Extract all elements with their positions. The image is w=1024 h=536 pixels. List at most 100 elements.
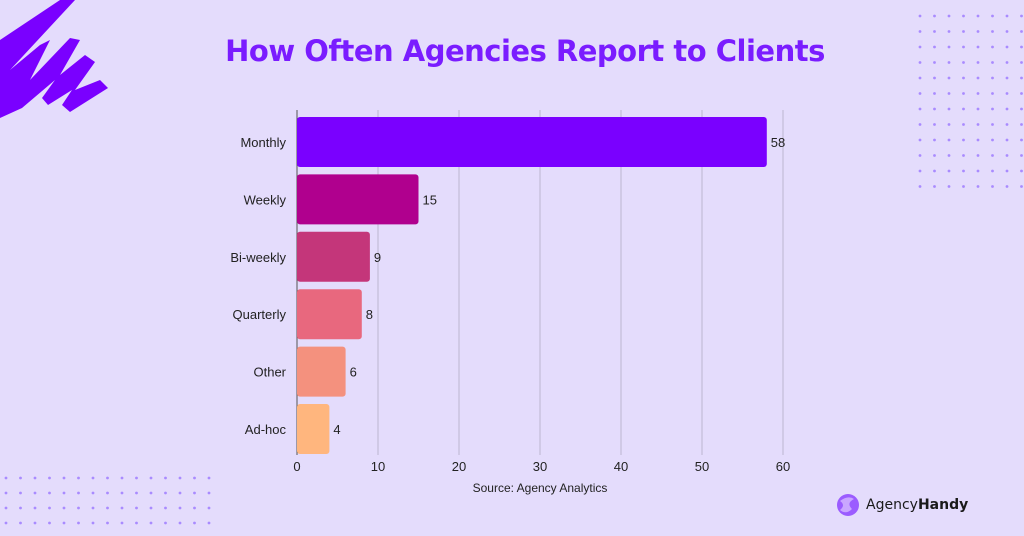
dot xyxy=(164,476,167,480)
dot xyxy=(962,107,965,111)
dot xyxy=(918,138,922,142)
dot xyxy=(918,185,922,188)
dot xyxy=(178,506,182,510)
dot xyxy=(933,185,936,188)
category-label: Weekly xyxy=(244,192,287,207)
x-tick-label: 0 xyxy=(293,459,300,474)
x-tick-label: 30 xyxy=(533,459,547,474)
dot xyxy=(947,107,951,111)
dot xyxy=(62,476,66,480)
dot xyxy=(1005,138,1009,142)
dot xyxy=(19,491,22,495)
dot xyxy=(947,14,951,18)
dot xyxy=(91,521,95,525)
dot xyxy=(62,491,66,495)
dot xyxy=(976,45,980,49)
dot xyxy=(120,491,124,495)
dot xyxy=(1020,45,1023,49)
dot xyxy=(947,92,951,95)
dot xyxy=(947,185,951,188)
dot xyxy=(947,169,951,173)
dot xyxy=(1005,123,1009,126)
dot xyxy=(106,521,109,525)
dot xyxy=(918,61,922,64)
dot xyxy=(933,138,936,142)
dot xyxy=(933,30,936,33)
dot xyxy=(1005,14,1009,18)
dot xyxy=(976,14,980,18)
dot xyxy=(1005,76,1009,80)
dot xyxy=(106,491,109,495)
dot xyxy=(91,476,95,480)
category-label: Ad-hoc xyxy=(245,422,287,437)
dot xyxy=(976,92,980,95)
category-label: Bi-weekly xyxy=(230,250,286,265)
dot xyxy=(991,76,994,80)
dot xyxy=(106,506,109,510)
dot xyxy=(1005,185,1009,188)
dot xyxy=(947,61,951,64)
dot xyxy=(1005,107,1009,111)
dot xyxy=(207,491,211,495)
dot xyxy=(178,521,182,525)
dot xyxy=(933,76,936,80)
dot xyxy=(91,506,95,510)
dot xyxy=(19,521,22,525)
dot xyxy=(4,476,8,480)
dot xyxy=(193,491,196,495)
dot xyxy=(976,154,980,157)
dot xyxy=(120,521,124,525)
dot xyxy=(933,169,936,173)
dot xyxy=(918,107,922,111)
dot xyxy=(33,476,37,480)
dot xyxy=(976,185,980,188)
dot xyxy=(178,476,182,480)
dot xyxy=(962,169,965,173)
dot xyxy=(991,92,994,95)
dot xyxy=(62,506,66,510)
dot xyxy=(77,506,80,510)
brand-name-regular: Agency xyxy=(866,497,918,513)
dot xyxy=(77,521,80,525)
chart-title: How Often Agencies Report to Clients xyxy=(225,34,825,68)
dot xyxy=(135,476,138,480)
dot xyxy=(1005,61,1009,64)
dot xyxy=(1020,185,1023,188)
data-label: 8 xyxy=(366,307,373,322)
source-note: Source: Agency Analytics xyxy=(472,481,608,495)
dot xyxy=(120,476,124,480)
dot xyxy=(4,491,8,495)
dot-pattern-top-right xyxy=(918,14,1023,188)
dot xyxy=(933,123,936,126)
logo-mark-icon xyxy=(837,494,859,516)
dot xyxy=(947,154,951,157)
dot xyxy=(1005,154,1009,157)
bar-weekly xyxy=(297,174,419,225)
dot xyxy=(962,61,965,64)
dot xyxy=(91,491,95,495)
dot xyxy=(1020,14,1023,18)
x-tick-label: 40 xyxy=(614,459,628,474)
dot xyxy=(1005,30,1009,33)
dot xyxy=(149,491,153,495)
dot xyxy=(962,76,965,80)
dot xyxy=(164,521,167,525)
x-tick-label: 60 xyxy=(776,459,790,474)
dot xyxy=(933,154,936,157)
dot xyxy=(991,123,994,126)
dot xyxy=(933,61,936,64)
dot xyxy=(962,154,965,157)
dot xyxy=(149,521,153,525)
data-label: 4 xyxy=(333,422,340,437)
dot xyxy=(1005,169,1009,173)
dot xyxy=(1020,92,1023,95)
dot xyxy=(991,61,994,64)
dot xyxy=(947,76,951,80)
bar-ad-hoc xyxy=(297,404,330,454)
dot xyxy=(48,521,51,525)
dot xyxy=(991,138,994,142)
dot xyxy=(1020,169,1023,173)
dot xyxy=(77,491,80,495)
dot xyxy=(164,506,167,510)
